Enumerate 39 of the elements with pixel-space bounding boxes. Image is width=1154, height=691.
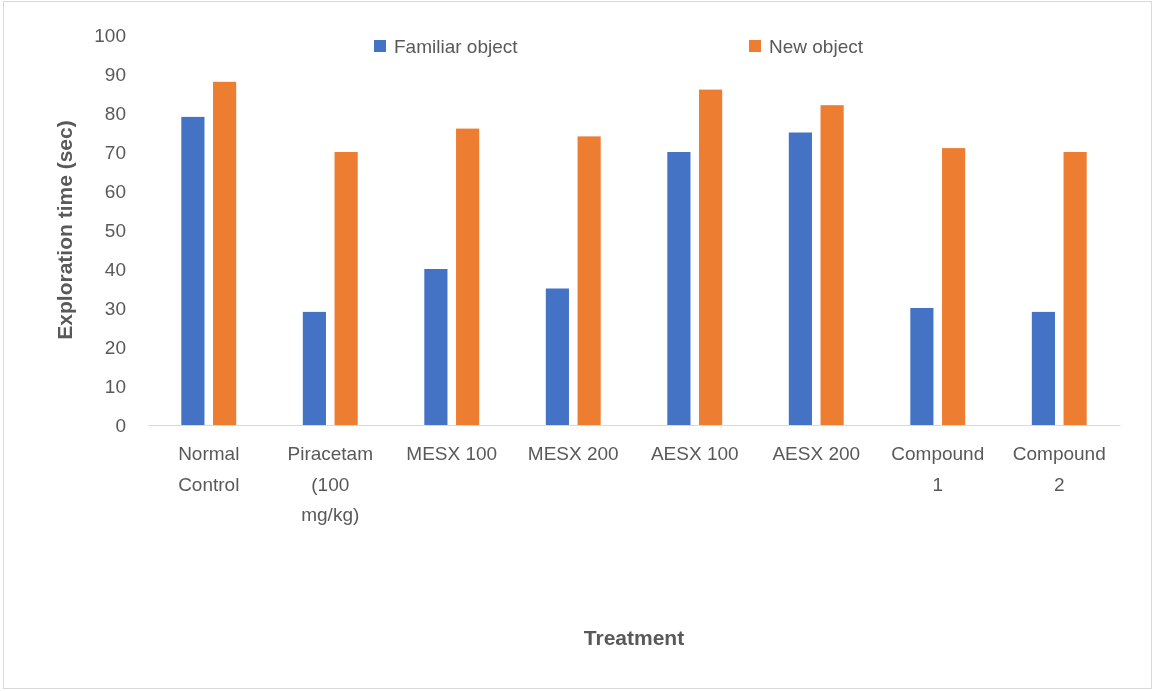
y-tick-label: 40 <box>104 258 126 280</box>
y-tick-label: 60 <box>104 180 126 202</box>
bar <box>213 81 237 425</box>
bar <box>667 152 691 425</box>
x-tick-label: Compound 2 <box>1012 443 1106 495</box>
bar <box>820 105 844 425</box>
bar <box>424 269 448 425</box>
legend-label: New object <box>769 35 864 57</box>
y-tick-label: 70 <box>104 141 126 163</box>
bar <box>910 308 934 425</box>
bar <box>699 89 723 425</box>
y-tick-label: 50 <box>104 219 126 241</box>
bar <box>334 152 358 425</box>
bar <box>181 116 205 425</box>
bar <box>942 148 966 425</box>
bar <box>1031 311 1055 425</box>
bar <box>302 311 326 425</box>
x-tick-label: MESX 200 <box>527 443 619 465</box>
y-tick-label: 30 <box>104 297 126 319</box>
x-tick-label: Piracetam (100 mg/kg) <box>287 443 374 526</box>
bar <box>788 132 812 425</box>
y-axis-title: Exploration time (sec) <box>53 120 76 340</box>
bar <box>577 136 601 425</box>
y-tick-label: 100 <box>94 24 126 46</box>
bar <box>545 288 569 425</box>
y-tick-label: 90 <box>104 63 126 85</box>
x-tick-label: AESX 100 <box>650 443 739 465</box>
y-tick-label: 80 <box>104 102 126 124</box>
bar <box>1063 152 1087 425</box>
x-tick-label: AESX 200 <box>772 443 861 465</box>
legend-label: Familiar object <box>394 35 519 57</box>
x-tick-label: MESX 100 <box>406 443 498 465</box>
x-tick-label: Normal Control <box>178 443 240 495</box>
y-tick-label: 20 <box>104 336 126 358</box>
y-tick-label: 10 <box>104 375 126 397</box>
x-tick-label: Compound 1 <box>891 443 985 495</box>
x-axis-title: Treatment <box>583 626 685 649</box>
bar <box>456 128 480 425</box>
y-tick-label: 0 <box>115 414 126 436</box>
